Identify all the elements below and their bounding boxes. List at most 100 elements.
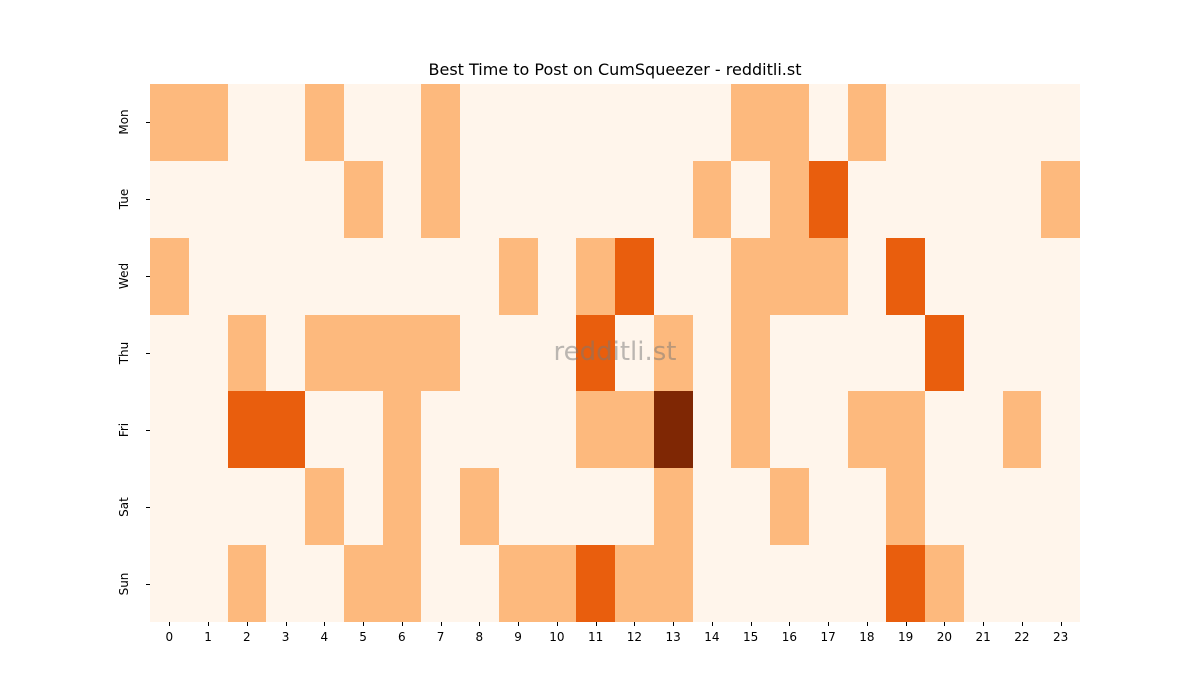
heatmap-cell bbox=[1041, 468, 1080, 546]
x-tick-label: 20 bbox=[936, 630, 953, 644]
heatmap-cell bbox=[382, 237, 422, 315]
heatmap-cell bbox=[1002, 545, 1042, 622]
y-axis: Mon Tue Wed Thu Fri Sat Sun bbox=[100, 84, 150, 622]
heatmap-cell bbox=[343, 314, 383, 392]
heatmap-cell bbox=[498, 545, 538, 622]
heatmap-cell bbox=[498, 84, 538, 161]
heatmap-cell bbox=[576, 545, 615, 622]
heatmap-cell bbox=[460, 160, 499, 238]
heatmap-cell bbox=[925, 237, 964, 315]
heatmap-cell bbox=[537, 545, 577, 622]
x-tick-label: 2 bbox=[243, 630, 251, 644]
x-tick bbox=[440, 622, 442, 626]
heatmap-cell bbox=[188, 160, 228, 238]
heatmap-cell bbox=[498, 391, 538, 469]
heatmap-cell bbox=[886, 237, 925, 315]
x-tick bbox=[208, 622, 210, 626]
heatmap-cell bbox=[227, 391, 267, 469]
x-tick-label: 10 bbox=[549, 630, 565, 644]
heatmap-cell bbox=[382, 391, 422, 469]
heatmap-cell bbox=[305, 160, 344, 238]
y-tick bbox=[146, 583, 150, 585]
heatmap-cell bbox=[150, 237, 189, 315]
heatmap-cell bbox=[1041, 391, 1080, 469]
y-tick-label: Thu bbox=[117, 341, 131, 365]
heatmap-cell bbox=[421, 160, 460, 238]
heatmap-cell bbox=[382, 545, 422, 622]
heatmap-cell bbox=[498, 237, 538, 315]
heatmap-cell bbox=[963, 160, 1003, 238]
heatmap-cell bbox=[343, 545, 383, 622]
heatmap-cell bbox=[615, 468, 654, 546]
heatmap-cell bbox=[886, 314, 925, 392]
heatmap-cell bbox=[692, 468, 732, 546]
heatmap-cell bbox=[188, 314, 228, 392]
x-tick-label: 11 bbox=[587, 630, 604, 644]
heatmap-cell bbox=[266, 84, 305, 161]
x-tick bbox=[634, 622, 636, 626]
heatmap-cell bbox=[576, 160, 615, 238]
x-tick-label: 1 bbox=[204, 630, 212, 644]
heatmap-cell bbox=[460, 391, 499, 469]
heatmap-cell bbox=[188, 391, 228, 469]
heatmap-cell bbox=[808, 84, 848, 161]
heatmap-cell bbox=[343, 468, 383, 546]
y-tick-label: Sun bbox=[117, 572, 131, 595]
heatmap-cell bbox=[576, 84, 615, 161]
heatmap-cell bbox=[692, 237, 732, 315]
heatmap-cell bbox=[808, 468, 848, 546]
heatmap-cell bbox=[227, 160, 267, 238]
heatmap-cell bbox=[266, 468, 305, 546]
heatmap-cell bbox=[653, 545, 693, 622]
x-axis: 0 1 2 3 4 5 6 7 8 9 10 11 12 13 14 15 16 17 18 19 20 21 22 23 bbox=[150, 622, 1080, 652]
heatmap-cell bbox=[925, 84, 964, 161]
heatmap-cell bbox=[731, 468, 770, 546]
heatmap-cell bbox=[731, 237, 770, 315]
heatmap-cell bbox=[382, 314, 422, 392]
heatmap-cell bbox=[150, 468, 189, 546]
heatmap-cell bbox=[963, 84, 1003, 161]
x-tick bbox=[595, 622, 597, 626]
heatmap-cell bbox=[770, 314, 809, 392]
heatmap-cell bbox=[150, 314, 189, 392]
x-tick-label: 8 bbox=[475, 630, 484, 644]
heatmap-cell bbox=[615, 545, 654, 622]
heatmap-cell bbox=[653, 160, 693, 238]
heatmap-cell bbox=[886, 391, 925, 469]
heatmap-cell bbox=[266, 237, 305, 315]
y-tick bbox=[146, 429, 150, 431]
heatmap-cell bbox=[460, 545, 499, 622]
x-tick bbox=[1060, 622, 1062, 626]
x-tick-label: 18 bbox=[859, 630, 875, 644]
y-tick-label: Sat bbox=[117, 496, 131, 517]
heatmap-cell bbox=[150, 545, 189, 622]
y-tick-label: Fri bbox=[117, 422, 131, 437]
heatmap-cell bbox=[653, 237, 693, 315]
chart-title: Best Time to Post on CumSqueezer - reddi… bbox=[428, 60, 802, 79]
heatmap-cell bbox=[150, 160, 189, 238]
heatmap-cell bbox=[421, 237, 460, 315]
heatmap-cell bbox=[421, 314, 460, 392]
heatmap-cell bbox=[847, 545, 887, 622]
heatmap-cell bbox=[343, 237, 383, 315]
heatmap-cell bbox=[886, 468, 925, 546]
heatmap-cell bbox=[382, 468, 422, 546]
x-tick bbox=[711, 622, 713, 626]
heatmap-cell bbox=[886, 84, 925, 161]
heatmap-cell bbox=[925, 160, 964, 238]
y-tick-label: Tue bbox=[117, 189, 131, 210]
x-tick-label: 6 bbox=[398, 630, 406, 644]
x-tick bbox=[944, 622, 946, 626]
heatmap-cell bbox=[925, 314, 964, 392]
x-tick-label: 5 bbox=[359, 630, 367, 644]
heatmap-cell bbox=[460, 314, 499, 392]
x-tick bbox=[673, 622, 675, 626]
x-tick bbox=[246, 622, 248, 626]
heatmap-cell bbox=[692, 84, 732, 161]
y-tick-label: Wed bbox=[117, 263, 131, 290]
heatmap-cell bbox=[925, 468, 964, 546]
x-tick bbox=[363, 622, 365, 626]
x-tick bbox=[905, 622, 907, 626]
heatmap-cell bbox=[1002, 160, 1042, 238]
y-tick-label: Mon bbox=[117, 109, 131, 136]
